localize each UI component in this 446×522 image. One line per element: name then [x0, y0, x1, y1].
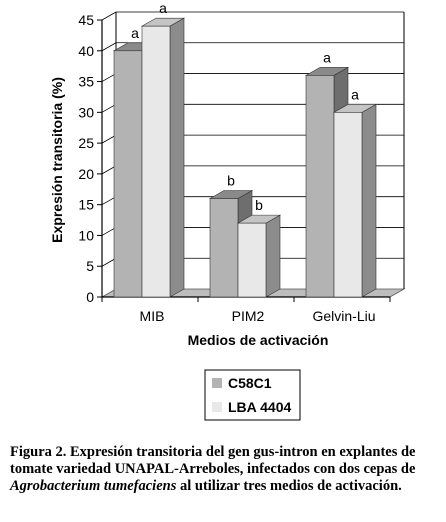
caption-text-end: al utilizar tres medios de activación. — [176, 478, 402, 494]
bar-front — [141, 25, 171, 298]
bar-chart: 0 5 10 15 20 25 30 35 40 45 MIB a a PIM2 b b Gelvin-Liu… — [49, 0, 406, 421]
y-tick-label: 30 — [78, 104, 94, 120]
grid-line-diagonal — [101, 42, 117, 52]
caption-species: Agrobacterium tumefaciens — [10, 478, 177, 494]
y-tick-label: 20 — [78, 166, 94, 182]
grid-line-diagonal — [101, 134, 117, 144]
grid-line-diagonal — [101, 103, 117, 113]
grid-line-diagonal — [101, 227, 117, 236]
grid-line-diagonal — [101, 73, 117, 82]
legend-swatch-lba4404 — [212, 402, 222, 412]
grid-line-diagonal — [101, 11, 117, 21]
bar-front — [209, 198, 239, 298]
legend-label-lba4404: LBA 4404 — [228, 399, 292, 415]
bar-lba-4404-mib — [140, 17, 186, 298]
x-tick-label: PIM2 — [232, 308, 265, 324]
x-tick-label: Gelvin-Liu — [312, 308, 375, 324]
grid-line-diagonal — [101, 165, 117, 175]
significance-label: b — [227, 173, 235, 189]
significance-label: a — [159, 0, 167, 16]
legend-label-c58c1: C58C1 — [228, 375, 272, 391]
y-tick-label: 10 — [78, 227, 94, 243]
legend-swatch-c58c1 — [212, 378, 222, 388]
bars — [112, 17, 378, 298]
axes: 0 5 10 15 20 25 30 35 40 45 — [78, 12, 391, 305]
legend: C58C1 LBA 4404 — [204, 369, 301, 421]
x-tick-label: MIB — [140, 308, 165, 324]
significance-label: a — [323, 49, 331, 65]
bar-front — [113, 50, 143, 298]
bar-front — [305, 75, 335, 298]
bar-lba-4404-pim2 — [236, 214, 282, 298]
figure-caption: Figura 2. Expresión transitoria del gen … — [10, 444, 440, 495]
significance-label: a — [351, 86, 359, 102]
y-tick-label: 25 — [78, 135, 94, 151]
caption-text: Figura 2. Expresión transitoria del gen … — [10, 444, 416, 477]
bar-side — [169, 17, 185, 298]
bar-lba-4404-gelvin-liu — [332, 103, 378, 298]
bar-side — [361, 103, 377, 298]
significance-label: b — [255, 197, 263, 213]
grid-line-diagonal — [101, 196, 117, 206]
y-tick-label: 5 — [86, 258, 94, 274]
grid-line-diagonal — [101, 257, 117, 267]
y-tick-label: 40 — [78, 43, 94, 59]
significance-label: a — [131, 25, 139, 41]
y-tick-label: 0 — [86, 289, 94, 305]
bar-front — [333, 112, 363, 298]
y-tick-label: 35 — [78, 74, 94, 90]
labels: MIB a a PIM2 b b Gelvin-Liu a a — [131, 0, 375, 324]
y-tick-label: 45 — [78, 12, 94, 28]
bar-side — [265, 214, 281, 298]
x-axis-title: Medios de activación — [188, 332, 329, 348]
bar-front — [237, 222, 267, 298]
y-axis-title: Expresión transitoria (%) — [49, 77, 65, 243]
y-tick-label: 15 — [78, 197, 94, 213]
